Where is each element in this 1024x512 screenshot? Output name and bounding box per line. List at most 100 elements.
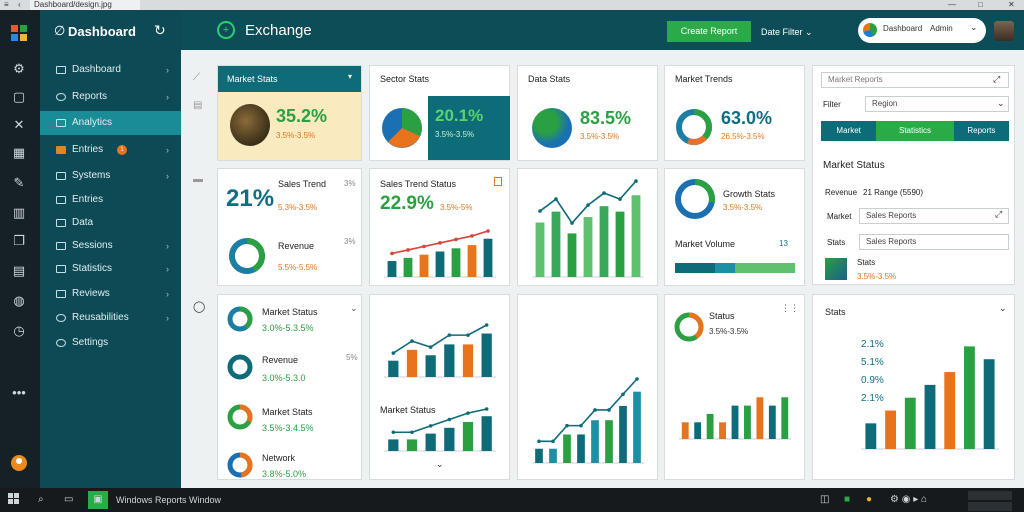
stat-sub: 3.5%-3.5%: [435, 130, 475, 139]
tray-icon-1[interactable]: ◫: [820, 494, 830, 505]
card-title: Sector Stats: [380, 74, 430, 84]
tray-icon-2[interactable]: ■: [844, 494, 851, 505]
seg-reports[interactable]: Reports: [953, 121, 1009, 141]
chart-bar: [419, 254, 429, 277]
donut-chart: [229, 238, 265, 274]
field2-input[interactable]: Sales Reports: [859, 234, 1009, 250]
sales-trend-status-card[interactable]: Sales Trend Status 22.9% 3.5%-5%: [369, 168, 510, 286]
sidebar-item-data[interactable]: Data: [40, 211, 181, 235]
taskbar-app-label[interactable]: Windows Reports Window: [116, 495, 222, 505]
account-sub: Admin: [930, 24, 953, 33]
app-icon[interactable]: ▣: [88, 491, 108, 509]
maximize-icon[interactable]: □: [978, 0, 983, 9]
chart-bar: [944, 372, 956, 449]
browser-tab-2[interactable]: [150, 0, 260, 10]
expand-icon[interactable]: ⤢: [995, 209, 1003, 219]
menu-icon[interactable]: ≡: [4, 0, 9, 9]
sub-percent: 3%: [344, 237, 356, 246]
sidebar-item-dashboard[interactable]: Dashboard ›: [40, 58, 181, 82]
minimize-icon[interactable]: —: [948, 0, 956, 9]
chevron-down-icon[interactable]: ⌄: [436, 459, 444, 469]
chart-point: [593, 408, 597, 412]
browser-titlebar: ≡ ‹ Dashboard/design.jpg — □ ✕: [0, 0, 1024, 10]
search-icon[interactable]: ⌕: [38, 494, 44, 505]
seg-market[interactable]: Market: [821, 121, 877, 141]
sales-trend-card[interactable]: 21% Sales Trend 5.3%-3.5% 3% Revenue 5.5…: [217, 168, 362, 286]
chevron-down-icon[interactable]: ⌄: [350, 303, 358, 313]
account-logo-icon: [863, 23, 877, 37]
chevron-down-icon: ⌄: [805, 27, 813, 37]
clock-icon[interactable]: ◷: [13, 323, 25, 338]
circle-icon[interactable]: ◯: [193, 301, 206, 313]
list-icon[interactable]: ▤: [193, 100, 203, 111]
pen-icon[interactable]: ✎: [13, 175, 25, 190]
chart-bar: [567, 233, 577, 277]
sidebar-item-systems[interactable]: Systems ›: [40, 164, 181, 188]
more-icon[interactable]: ⋮⋮: [781, 303, 799, 313]
task-view-icon[interactable]: ▭: [64, 494, 74, 505]
account-selector[interactable]: Dashboard Admin ⌄: [858, 18, 986, 43]
gear-icon[interactable]: ⚙: [13, 61, 25, 76]
market-stats-card[interactable]: Market Stats ▾ 35.2% 3.5%-3.5%: [217, 65, 362, 161]
chart-icon[interactable]: ▥: [12, 205, 26, 220]
search-input[interactable]: Market Reports: [821, 72, 1009, 88]
tray-icons[interactable]: ⚙ ◉ ▸ ⌂: [890, 494, 928, 505]
export-icon[interactable]: [494, 177, 502, 186]
market-trends-card[interactable]: Market Trends 63.0% 26.5%-3.5%: [664, 65, 805, 161]
chart-point: [486, 229, 490, 233]
trend-bar-card[interactable]: [517, 294, 658, 480]
chat-icon[interactable]: ▢: [12, 89, 26, 104]
tray-icon-3[interactable]: ●: [866, 494, 873, 505]
sidebar-item-reports[interactable]: Reports ›: [40, 85, 181, 109]
avatar[interactable]: [994, 21, 1014, 41]
browser-tab[interactable]: Dashboard/design.jpg: [30, 0, 140, 10]
back-icon[interactable]: ‹: [18, 0, 21, 9]
sidebar-item-entries-2[interactable]: Entries: [40, 188, 181, 212]
sidebar-item-entries[interactable]: Entries › 1: [40, 138, 181, 162]
field1-input[interactable]: Sales Reports: [859, 208, 1009, 224]
growth-stats-card[interactable]: Growth Stats 3.5%-3.5% Market Volume 13: [664, 168, 805, 286]
window-icon: [56, 290, 66, 298]
card-title: Sales Trend Status: [380, 179, 457, 189]
globe-icon[interactable]: ◍: [13, 293, 25, 308]
seg-statistics[interactable]: Statistics: [876, 121, 954, 141]
user-icon[interactable]: [10, 454, 28, 472]
browser-tab-3[interactable]: [270, 0, 380, 10]
calendar-icon[interactable]: ▦: [12, 145, 26, 160]
book-icon[interactable]: ▤: [12, 263, 26, 278]
folder-icon: [56, 146, 66, 154]
list-icon-2[interactable]: ▬: [193, 174, 203, 185]
tools-icon[interactable]: ✕: [13, 117, 25, 132]
close-icon[interactable]: ✕: [1008, 0, 1015, 9]
sidebar-item-sessions[interactable]: Sessions ›: [40, 234, 181, 258]
create-report-button[interactable]: Create Report: [667, 21, 751, 42]
sidebar-item-statistics[interactable]: Statistics ›: [40, 257, 181, 281]
chart-bar: [605, 420, 613, 463]
plus-circle-icon[interactable]: +: [217, 21, 235, 39]
chevron-down-icon[interactable]: ▾: [348, 72, 353, 81]
stats-chart-card[interactable]: Stats ⌄ 2.1% 5.1% 0.9% 2.1%: [812, 294, 1015, 480]
market-combo-card[interactable]: Market Status ⌄: [369, 294, 510, 480]
search-icon[interactable]: ⤢: [993, 74, 1001, 84]
chart-bar: [631, 195, 641, 277]
refresh-icon[interactable]: ↻: [154, 22, 166, 38]
date-filter-dropdown[interactable]: Date Filter ⌄: [761, 27, 813, 37]
more-icon[interactable]: •••: [12, 385, 26, 400]
sidebar-item-settings[interactable]: Settings: [40, 331, 181, 355]
donut-chart: [227, 452, 253, 478]
data-stats-card[interactable]: Data Stats 83.5% 3.5%-3.5%: [517, 65, 658, 161]
growth-bar-card[interactable]: [517, 168, 658, 286]
apps-icon[interactable]: [10, 24, 28, 42]
windows-start-icon[interactable]: [8, 488, 20, 512]
sidebar-item-reusabilities[interactable]: Reusabilities ›: [40, 306, 181, 330]
tag-icon: [56, 119, 66, 127]
copy-icon[interactable]: ❐: [13, 233, 25, 248]
status-card[interactable]: Status 3.5%-3.5% ⋮⋮: [664, 294, 805, 480]
collapse-icon[interactable]: ⟋: [193, 72, 200, 83]
filter-select[interactable]: Region: [865, 96, 1009, 112]
chevron-down-icon[interactable]: ⌄: [999, 303, 1007, 313]
sector-stats-card[interactable]: Sector Stats 20.1% 3.5%-3.5%: [369, 65, 510, 161]
sidebar-item-analytics[interactable]: Analytics: [40, 111, 181, 135]
sidebar-item-reviews[interactable]: Reviews ›: [40, 282, 181, 306]
market-status-card[interactable]: Market Status ⌄ 3.0%-5.3.5% Revenue 3.0%…: [217, 294, 362, 480]
